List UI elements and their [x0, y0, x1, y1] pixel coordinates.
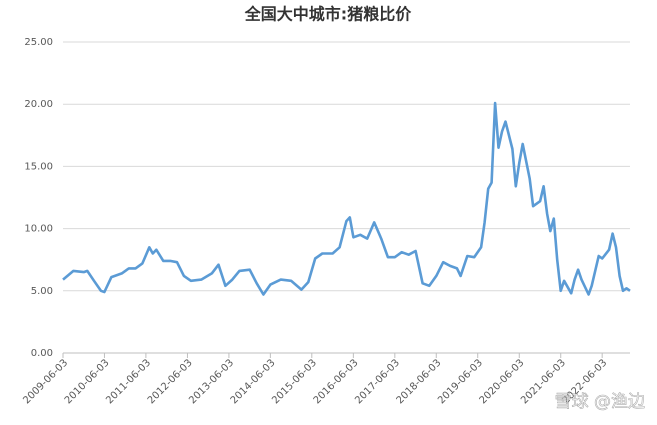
- y-tick-label: 25.00: [24, 37, 53, 48]
- watermark: 雪球 @渔边: [555, 392, 645, 412]
- chart-title: 全国大中城市:猪粮比价: [244, 5, 412, 24]
- y-tick-label: 10.00: [24, 224, 53, 235]
- y-tick-label: 0.00: [31, 348, 53, 359]
- data-line: [62, 101, 631, 296]
- y-tick-label: 5.00: [31, 286, 53, 297]
- y-tick-label: 20.00: [24, 99, 53, 110]
- y-tick-label: 15.00: [24, 161, 53, 172]
